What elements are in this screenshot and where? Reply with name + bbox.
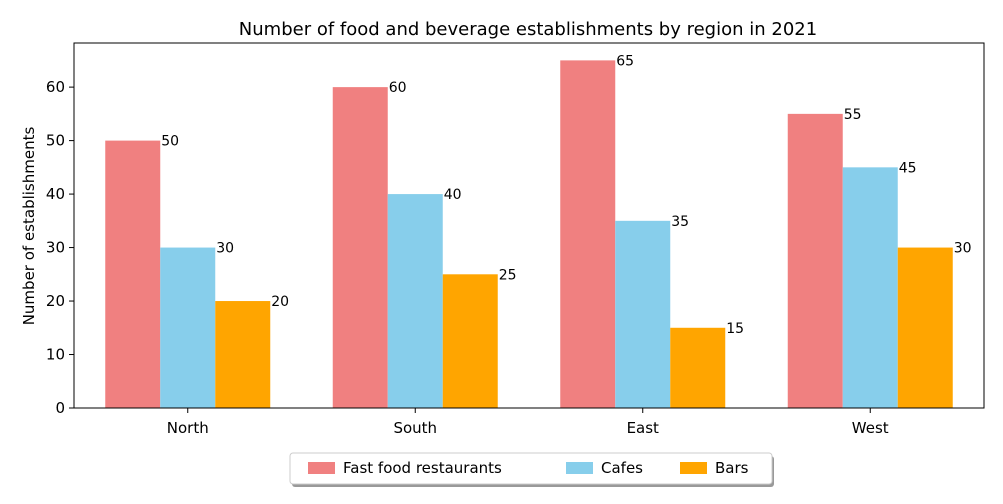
y-tick-label: 0 (55, 399, 65, 417)
y-tick-label: 30 (46, 239, 65, 257)
legend: Fast food restaurants Cafes Bars (289, 452, 774, 487)
legend-swatch (680, 462, 707, 474)
data-label: 50 (161, 134, 179, 150)
data-label: 65 (616, 53, 634, 69)
y-axis: 0 10 20 30 40 50 60 (46, 78, 74, 417)
y-tick-label: 40 (46, 185, 65, 203)
data-label: 30 (954, 241, 972, 257)
y-tick-label: 60 (46, 78, 65, 96)
chart-title: Number of food and beverage establishmen… (239, 19, 817, 40)
bar (897, 247, 953, 408)
bar (787, 113, 843, 408)
data-label: 60 (389, 80, 407, 96)
bar (105, 140, 161, 408)
legend-label: Cafes (601, 459, 643, 477)
y-tick-label: 20 (46, 292, 65, 310)
bar (670, 327, 726, 408)
data-label: 40 (444, 187, 462, 203)
data-label: 15 (726, 321, 744, 337)
bar (160, 247, 216, 408)
bar (387, 194, 443, 408)
x-tick-label: East (627, 419, 659, 437)
y-tick-label: 10 (46, 346, 65, 364)
x-tick-label: North (167, 419, 209, 437)
bar (442, 274, 498, 408)
x-tick-label: West (852, 419, 889, 437)
x-axis: North South East West (167, 408, 889, 437)
data-label: 25 (499, 267, 517, 283)
data-label: 30 (216, 241, 234, 257)
bar (560, 60, 616, 408)
legend-label: Fast food restaurants (343, 459, 502, 477)
data-label: 35 (671, 214, 689, 230)
data-label: 55 (844, 107, 862, 123)
bars-layer (105, 60, 953, 408)
data-labels-layer: 50 30 20 60 40 25 65 35 15 55 45 30 (161, 53, 971, 336)
legend-label: Bars (715, 459, 749, 477)
y-tick-label: 50 (46, 132, 65, 150)
data-label: 45 (899, 160, 917, 176)
bar (332, 87, 388, 408)
bar (215, 301, 271, 408)
plot-frame (73, 42, 985, 409)
x-tick-label: South (393, 419, 437, 437)
legend-swatch (566, 462, 593, 474)
y-axis-label: Number of establishments (20, 127, 38, 326)
bar (842, 167, 898, 408)
data-label: 20 (271, 294, 289, 310)
legend-swatch (308, 462, 335, 474)
legend-box (289, 452, 773, 485)
bar (615, 220, 671, 408)
